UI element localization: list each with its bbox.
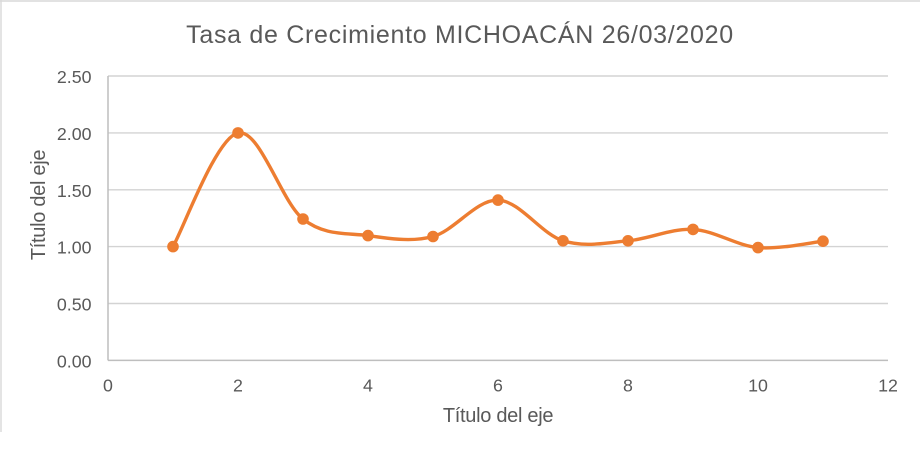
svg-text:2.50: 2.50 [57, 67, 92, 87]
svg-text:1.00: 1.00 [57, 238, 92, 258]
svg-text:Título del eje: Título del eje [28, 150, 50, 260]
svg-text:2: 2 [233, 376, 243, 396]
svg-text:0: 0 [103, 376, 113, 396]
svg-text:0.00: 0.00 [57, 351, 92, 371]
svg-text:10: 10 [748, 376, 768, 396]
svg-text:12: 12 [878, 376, 898, 396]
svg-text:4: 4 [363, 376, 373, 396]
svg-text:2.00: 2.00 [57, 124, 92, 144]
svg-text:Tasa de Crecimiento MICHOACÁN: Tasa de Crecimiento MICHOACÁN 26/03/2020 [186, 20, 734, 49]
svg-text:6: 6 [493, 376, 503, 396]
svg-text:0.50: 0.50 [57, 295, 92, 315]
svg-text:8: 8 [623, 376, 633, 396]
svg-text:Título del eje: Título del eje [443, 405, 553, 427]
svg-text:1.50: 1.50 [57, 181, 92, 201]
